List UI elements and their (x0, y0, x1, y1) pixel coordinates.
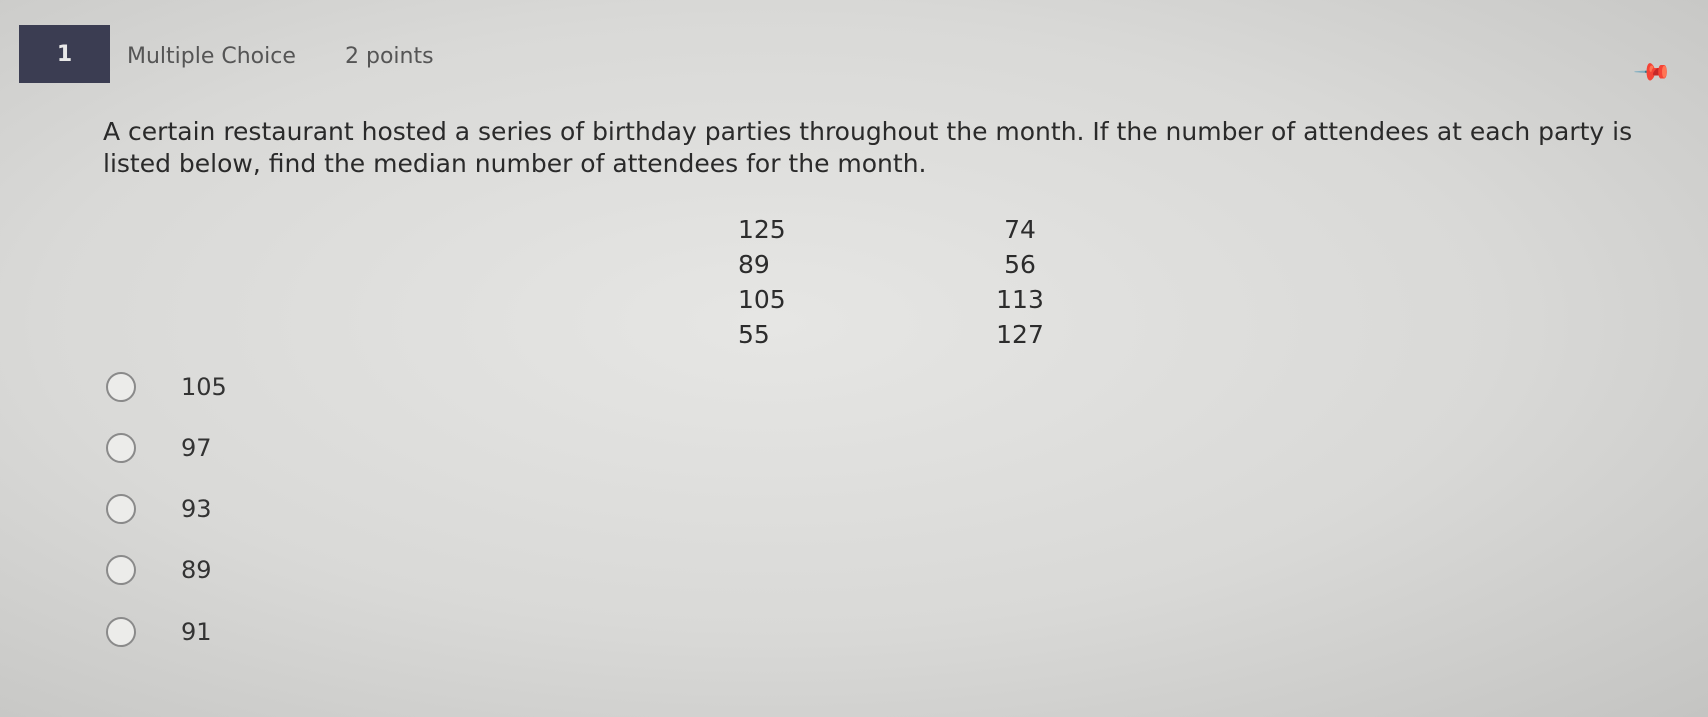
question-number-badge: 1 (19, 25, 110, 83)
radio-button[interactable] (106, 372, 136, 402)
answer-option[interactable]: 91 (106, 617, 212, 647)
option-label: 97 (181, 434, 212, 462)
data-value: 89 (738, 250, 770, 279)
data-value: 56 (1004, 250, 1036, 279)
radio-button[interactable] (106, 433, 136, 463)
option-label: 93 (181, 495, 212, 523)
question-text: A certain restaurant hosted a series of … (103, 117, 1633, 178)
question-points: 2 points (345, 44, 434, 69)
radio-button[interactable] (106, 617, 136, 647)
data-value: 125 (738, 215, 786, 244)
data-value: 105 (738, 285, 786, 314)
question-type: Multiple Choice (127, 44, 296, 69)
answer-option[interactable]: 105 (106, 372, 227, 402)
data-column-2: 74 56 113 127 (980, 212, 1060, 352)
option-label: 91 (181, 618, 212, 646)
data-value: 113 (996, 285, 1044, 314)
radio-button[interactable] (106, 555, 136, 585)
pushpin-icon[interactable]: 📌 (1632, 51, 1674, 93)
data-column-1: 125 89 105 55 (738, 212, 786, 352)
data-value: 74 (1004, 215, 1036, 244)
answer-option[interactable]: 97 (106, 433, 212, 463)
data-value: 127 (996, 320, 1044, 349)
option-label: 105 (181, 373, 227, 401)
option-label: 89 (181, 556, 212, 584)
answer-option[interactable]: 89 (106, 555, 212, 585)
answer-option[interactable]: 93 (106, 494, 212, 524)
radio-button[interactable] (106, 494, 136, 524)
data-value: 55 (738, 320, 770, 349)
